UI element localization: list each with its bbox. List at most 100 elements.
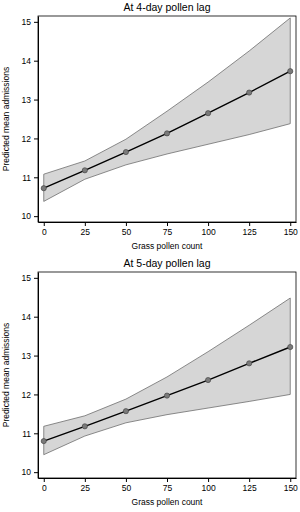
marker — [82, 424, 87, 429]
y-axis-title: Predicted mean admissions — [1, 67, 11, 171]
marker — [82, 168, 87, 173]
y-tick-label: 12 — [22, 390, 32, 400]
y-tick-label: 10 — [22, 211, 32, 221]
x-tick: 150 — [284, 222, 298, 237]
x-tick-mark — [208, 478, 209, 482]
marker — [205, 111, 210, 116]
y-tick: 14 — [22, 312, 38, 322]
x-tick-label: 100 — [201, 483, 215, 493]
y-tick-mark — [34, 433, 38, 434]
x-tick-mark — [85, 222, 86, 226]
confidence-band — [44, 298, 290, 455]
marker — [164, 393, 169, 398]
x-tick-label: 125 — [243, 483, 257, 493]
plot-frame — [38, 272, 296, 478]
x-axis: 0 25 50 75 100 125 150 — [39, 478, 299, 493]
plot-area — [41, 298, 293, 455]
y-tick-label: 12 — [22, 134, 32, 144]
marker — [123, 149, 128, 154]
x-tick: 25 — [81, 478, 91, 493]
y-tick-label: 11 — [22, 429, 31, 439]
y-axis: 10 11 12 13 14 15 — [22, 273, 39, 479]
x-tick-label: 100 — [201, 227, 215, 237]
y-tick-mark — [34, 61, 38, 62]
x-tick: 50 — [122, 222, 132, 237]
x-tick-mark — [85, 478, 86, 482]
y-tick-mark — [34, 317, 38, 318]
x-tick-label: 75 — [163, 483, 173, 493]
x-tick-mark — [249, 222, 250, 226]
title: At 5-day pollen lag — [124, 257, 211, 269]
line — [44, 347, 290, 441]
x-tick: 50 — [122, 478, 132, 493]
marker — [247, 90, 252, 95]
y-axis: 10 11 12 13 14 15 — [22, 17, 39, 223]
plot-frame — [38, 16, 296, 222]
x-tick-mark — [126, 478, 127, 482]
marker — [288, 344, 293, 349]
y-tick: 12 — [22, 390, 38, 400]
y-tick: 14 — [22, 56, 38, 66]
x-tick-mark — [290, 478, 291, 482]
x-tick: 0 — [42, 478, 47, 493]
marker — [123, 409, 128, 414]
y-tick-mark — [34, 138, 38, 139]
x-tick-mark — [290, 222, 291, 226]
x-tick-label: 25 — [81, 483, 91, 493]
x-tick: 75 — [163, 222, 173, 237]
y-tick: 15 — [22, 273, 38, 283]
marker — [205, 377, 210, 382]
y-tick-mark — [34, 22, 38, 23]
y-tick: 12 — [22, 134, 38, 144]
y-tick: 11 — [22, 173, 38, 183]
y-tick-label: 10 — [22, 467, 32, 477]
x-tick: 150 — [284, 478, 298, 493]
x-tick-label: 25 — [81, 227, 91, 237]
confidence-band — [44, 18, 290, 201]
panel: At 4-day pollen lag025507510012515010111… — [1, 1, 298, 251]
title: At 4-day pollen lag — [124, 1, 211, 13]
marker — [164, 131, 169, 136]
x-tick: 75 — [163, 478, 173, 493]
y-tick: 13 — [22, 95, 38, 105]
x-tick-mark — [208, 222, 209, 226]
x-tick-label: 75 — [163, 227, 173, 237]
x-tick-mark — [126, 222, 127, 226]
x-tick: 100 — [201, 222, 215, 237]
x-axis-title: Grass pollen count — [132, 497, 204, 507]
y-tick-mark — [34, 356, 38, 357]
x-tick-mark — [44, 222, 45, 226]
y-tick-mark — [34, 216, 38, 217]
x-tick: 25 — [81, 222, 91, 237]
x-tick-mark — [44, 478, 45, 482]
x-tick-label: 0 — [42, 483, 47, 493]
x-tick-label: 150 — [284, 483, 298, 493]
marker — [41, 186, 46, 191]
y-tick: 11 — [22, 429, 38, 439]
y-axis-line — [38, 17, 39, 223]
x-tick-mark — [167, 222, 168, 226]
x-tick-label: 50 — [122, 227, 132, 237]
line — [44, 71, 290, 188]
x-axis: 0 25 50 75 100 125 150 — [39, 222, 299, 237]
y-axis-title: Predicted mean admissions — [1, 323, 11, 427]
y-tick-mark — [34, 472, 38, 473]
x-axis-title: Grass pollen count — [132, 241, 204, 251]
x-tick-mark — [249, 478, 250, 482]
x-tick-label: 0 — [42, 227, 47, 237]
y-tick-label: 15 — [22, 17, 32, 27]
x-tick-label: 125 — [243, 227, 257, 237]
x-tick-mark — [167, 478, 168, 482]
y-tick-label: 13 — [22, 95, 32, 105]
y-tick: 15 — [22, 17, 38, 27]
y-tick-label: 14 — [22, 56, 32, 66]
plot-area — [41, 18, 293, 201]
x-tick-label: 50 — [122, 483, 132, 493]
y-tick: 13 — [22, 351, 38, 361]
x-tick-label: 150 — [284, 227, 298, 237]
y-tick-mark — [34, 177, 38, 178]
y-tick-mark — [34, 394, 38, 395]
x-tick: 0 — [42, 222, 47, 237]
y-tick: 10 — [22, 467, 38, 477]
figure: At 4-day pollen lag025507510012515010111… — [0, 0, 300, 512]
